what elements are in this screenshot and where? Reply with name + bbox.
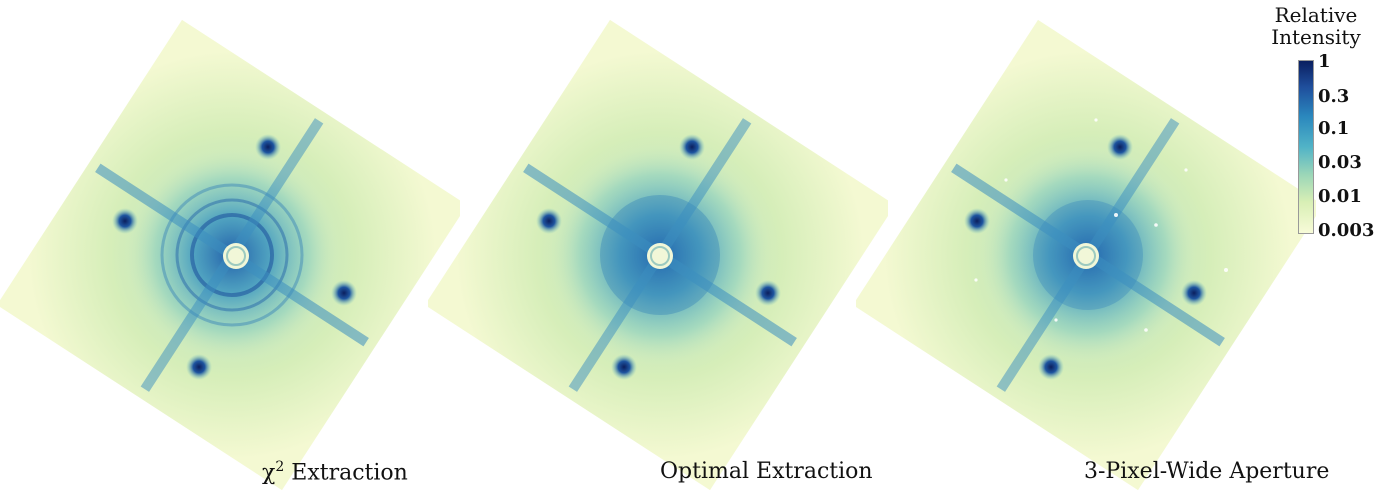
colorbar-tick: 0.3: [1318, 86, 1350, 107]
colorbar-tick: 0.1: [1318, 118, 1350, 139]
colorbar-title-line2: Intensity: [1271, 25, 1361, 49]
colorbar-tick: 0.01: [1318, 186, 1362, 207]
caption-chi2: χ2 Extraction: [262, 459, 408, 486]
colorbar-title-line1: Relative: [1274, 3, 1358, 27]
panel-chi2: χ2 Extraction: [0, 0, 460, 492]
panel-aperture: 3-Pixel-Wide Aperture: [856, 0, 1329, 492]
colorbar-tick: 1: [1318, 51, 1331, 72]
chi2-image: [0, 19, 460, 491]
colorbar-title: Relative Intensity: [1256, 4, 1376, 48]
optimal-image: [428, 19, 888, 491]
panel-optimal: Optimal Extraction: [428, 0, 888, 492]
colorbar-tick: 0.003: [1318, 220, 1375, 241]
colorbar: [1298, 60, 1314, 234]
caption-aperture: 3-Pixel-Wide Aperture: [1084, 459, 1330, 484]
caption-optimal: Optimal Extraction: [660, 459, 873, 484]
colorbar-tick: 0.03: [1318, 152, 1362, 173]
aperture-image: [856, 19, 1316, 491]
